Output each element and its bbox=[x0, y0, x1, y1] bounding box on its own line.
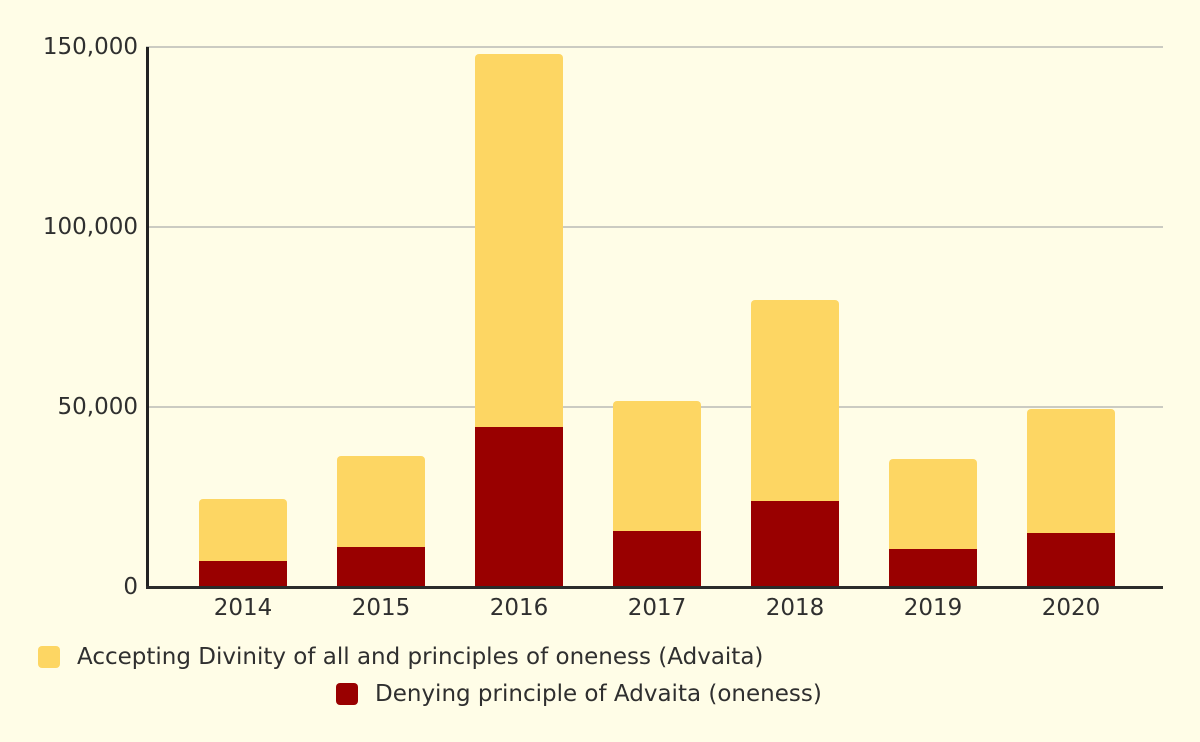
x-tick-label-2014: 2014 bbox=[213, 595, 273, 621]
bar-2015[interactable] bbox=[337, 455, 425, 587]
gridline-100000 bbox=[146, 226, 1163, 228]
bar-2016[interactable] bbox=[475, 54, 563, 587]
bar-2019[interactable] bbox=[889, 459, 977, 587]
legend-label-denying: Denying principle of Advaita (oneness) bbox=[375, 681, 822, 707]
x-tick-label-2018: 2018 bbox=[765, 595, 825, 621]
bar-2019-accepting-segment[interactable] bbox=[889, 459, 977, 550]
legend-item-accepting: Accepting Divinity of all and principles… bbox=[38, 644, 763, 670]
legend-swatch-accepting bbox=[38, 646, 60, 668]
bar-2016-accepting-segment[interactable] bbox=[475, 54, 563, 427]
bar-2017-accepting-segment[interactable] bbox=[613, 401, 701, 531]
x-tick-label-2015: 2015 bbox=[351, 595, 411, 621]
bar-2014[interactable] bbox=[199, 498, 287, 587]
y-tick-label-100000: 100,000 bbox=[42, 214, 138, 240]
bar-2020-denying-segment[interactable] bbox=[1027, 532, 1115, 587]
bar-2019-denying-segment[interactable] bbox=[889, 549, 977, 587]
gridline-150000 bbox=[146, 46, 1163, 48]
x-tick-label-2017: 2017 bbox=[627, 595, 687, 621]
bar-2018[interactable] bbox=[751, 299, 839, 587]
legend-swatch-denying bbox=[336, 683, 358, 705]
y-tick-label-0: 0 bbox=[123, 574, 138, 600]
y-axis-line bbox=[146, 47, 149, 589]
bar-2016-denying-segment[interactable] bbox=[475, 426, 563, 587]
bar-2014-accepting-segment[interactable] bbox=[199, 498, 287, 562]
legend-label-accepting: Accepting Divinity of all and principles… bbox=[77, 644, 764, 670]
bar-2018-accepting-segment[interactable] bbox=[751, 299, 839, 501]
x-axis-line bbox=[146, 586, 1163, 589]
bar-2020-accepting-segment[interactable] bbox=[1027, 408, 1115, 533]
y-tick-label-150000: 150,000 bbox=[42, 34, 138, 60]
legend-item-denying: Denying principle of Advaita (oneness) bbox=[336, 681, 822, 707]
bar-2015-denying-segment[interactable] bbox=[337, 547, 425, 587]
y-tick-label-50000: 50,000 bbox=[57, 394, 138, 420]
bar-2017-denying-segment[interactable] bbox=[613, 530, 701, 587]
bar-2014-denying-segment[interactable] bbox=[199, 561, 287, 587]
bar-2020[interactable] bbox=[1027, 408, 1115, 587]
bar-2017[interactable] bbox=[613, 401, 701, 587]
bar-2018-denying-segment[interactable] bbox=[751, 500, 839, 587]
x-tick-label-2016: 2016 bbox=[489, 595, 549, 621]
x-tick-label-2020: 2020 bbox=[1041, 595, 1101, 621]
x-tick-label-2019: 2019 bbox=[903, 595, 963, 621]
bar-2015-accepting-segment[interactable] bbox=[337, 455, 425, 548]
